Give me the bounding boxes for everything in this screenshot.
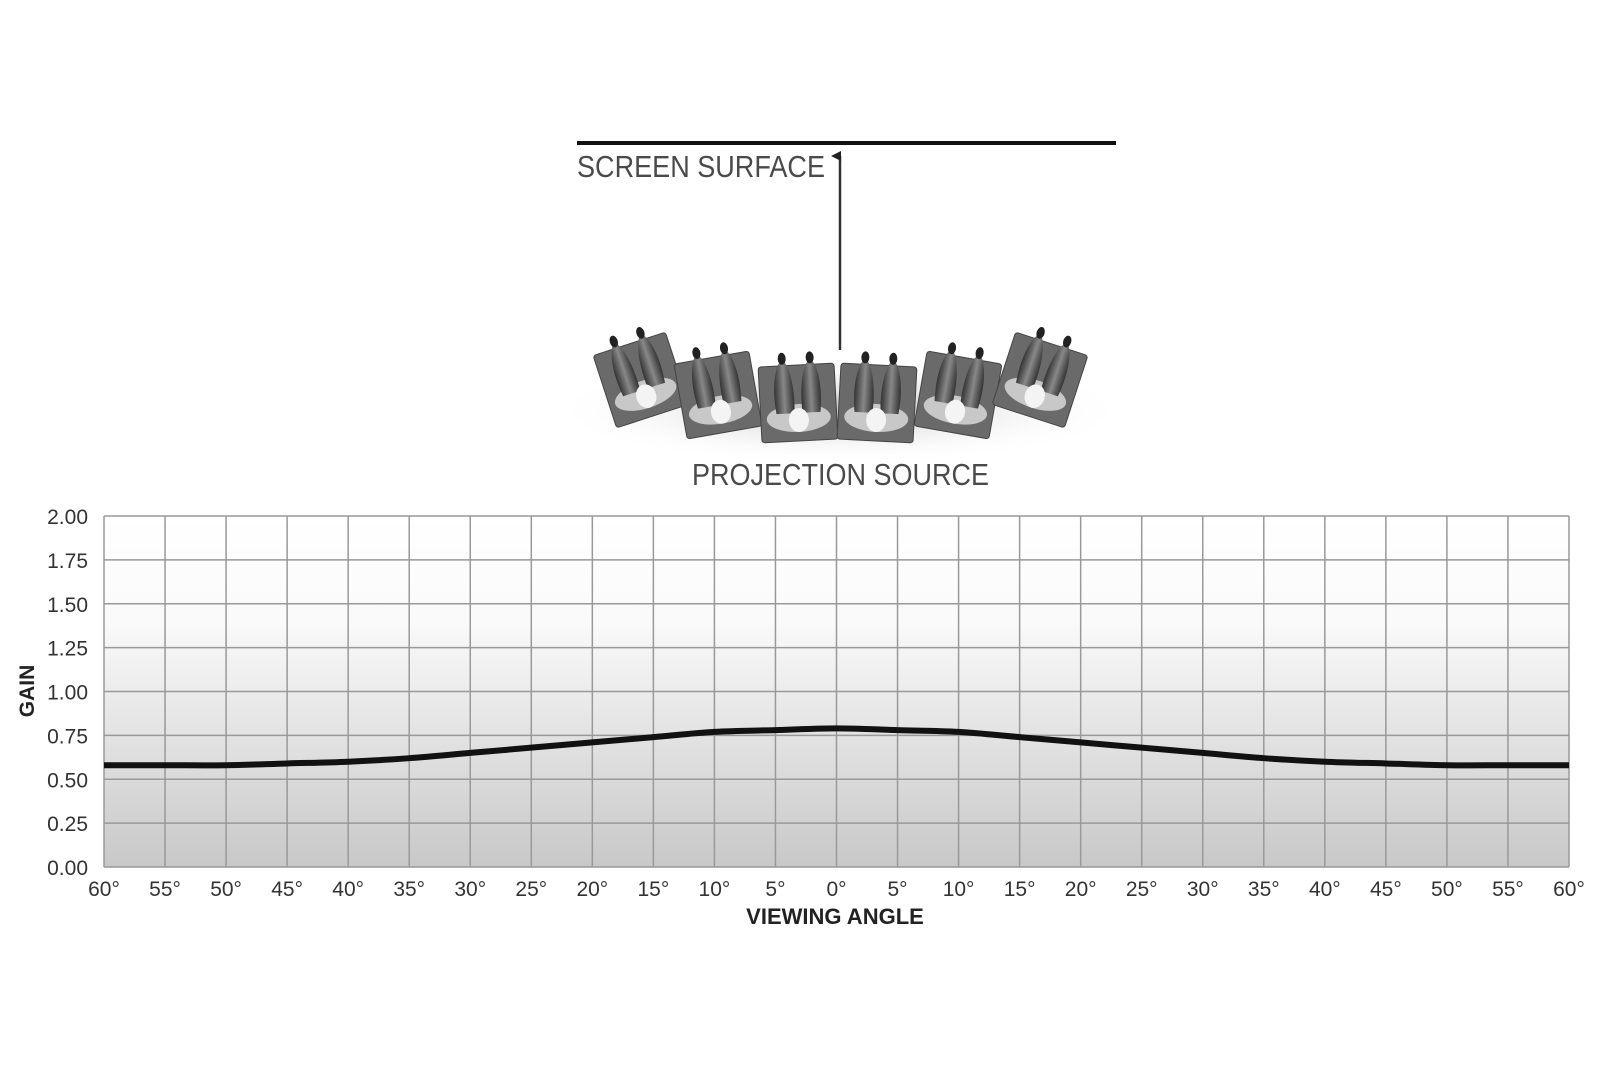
y-tick-labels: 0.00 0.25 0.50 0.75 1.00 1.25 1.50 1.75 2.00 — [47, 506, 88, 880]
y-axis-label: GAIN — [16, 665, 39, 718]
x-tick-labels: 60° 55° 50° 45° 40° 35° 30° 25° 20° 15° 10° 5° 0° 5° 1… — [88, 878, 1585, 901]
x-tick-label: 50° — [210, 878, 242, 901]
x-tick-label: 40° — [332, 878, 364, 901]
x-tick-label: 50° — [1431, 878, 1463, 901]
x-tick-label: 30° — [1187, 878, 1219, 901]
projection-source-label: PROJECTION SOURCE — [692, 457, 989, 492]
y-tick-label: 0.25 — [47, 813, 88, 836]
x-tick-label: 45° — [271, 878, 303, 901]
grid — [103, 515, 1570, 868]
screen-surface-label: SCREEN SURFACE — [577, 149, 825, 184]
x-tick-label: 35° — [393, 878, 425, 901]
y-tick-label: 2.00 — [47, 506, 88, 529]
seat-icon — [913, 342, 1003, 440]
y-tick-label: 1.50 — [47, 594, 88, 617]
x-tick-label: 55° — [149, 878, 181, 901]
x-tick-label: 60° — [1553, 878, 1585, 901]
seat-icon — [836, 351, 918, 444]
x-tick-label: 10° — [943, 878, 975, 901]
y-tick-label: 1.75 — [47, 550, 88, 573]
y-tick-label: 1.00 — [47, 682, 88, 705]
x-tick-label: 20° — [576, 878, 608, 901]
seat-icon — [593, 327, 689, 428]
x-tick-label: 55° — [1492, 878, 1524, 901]
y-tick-label: 1.25 — [47, 638, 88, 661]
x-axis-label: VIEWING ANGLE — [746, 904, 924, 929]
x-tick-label: 35° — [1248, 878, 1280, 901]
x-tick-label: 25° — [1126, 878, 1158, 901]
x-tick-label: 20° — [1065, 878, 1097, 901]
seat-icon — [673, 342, 763, 440]
x-tick-label: 5° — [888, 878, 908, 901]
gain-curve — [104, 725, 1569, 769]
x-tick-label: 15° — [1004, 878, 1036, 901]
y-tick-label: 0.75 — [47, 725, 88, 748]
x-tick-label: 0° — [826, 878, 846, 901]
x-tick-label: 10° — [699, 878, 731, 901]
x-tick-label: 45° — [1370, 878, 1402, 901]
x-tick-label: 15° — [637, 878, 669, 901]
x-tick-label: 30° — [454, 878, 486, 901]
x-tick-label: 25° — [515, 878, 547, 901]
seat-icon — [992, 327, 1088, 428]
seat-icon — [757, 351, 839, 444]
x-tick-label: 60° — [88, 878, 120, 901]
y-tick-label: 0.50 — [47, 769, 88, 792]
y-tick-label: 0.00 — [47, 857, 88, 880]
x-tick-label: 5° — [765, 878, 785, 901]
seating-illustration — [550, 327, 1130, 465]
x-tick-label: 40° — [1309, 878, 1341, 901]
